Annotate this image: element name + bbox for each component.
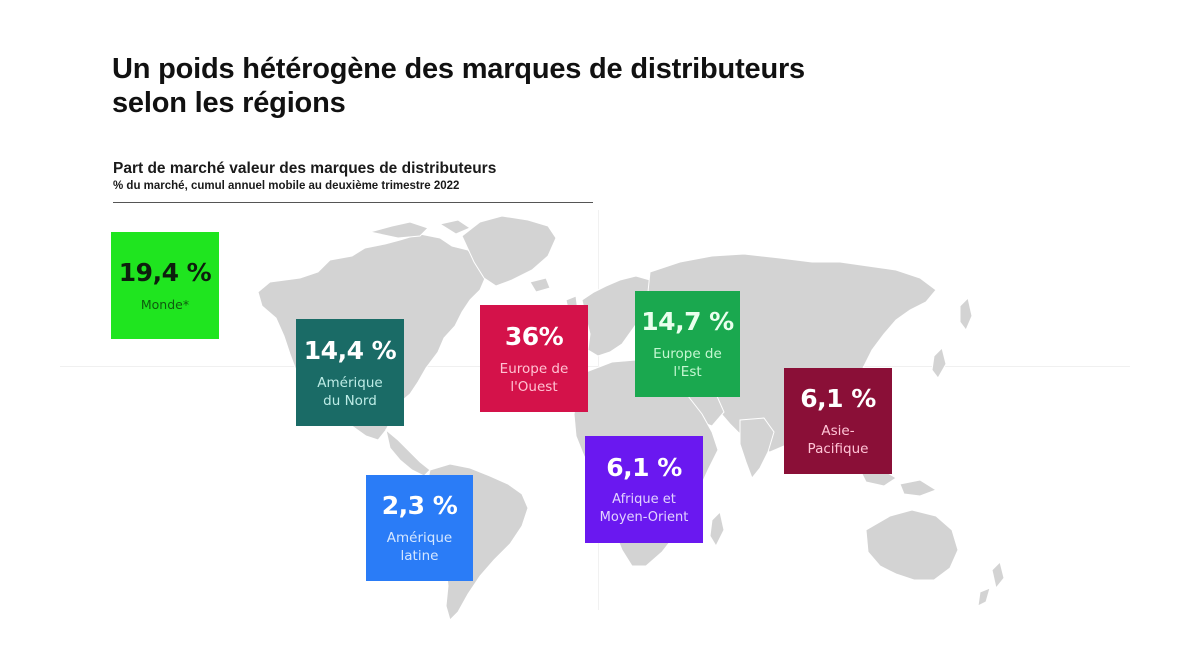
- region-value: 36%: [504, 321, 564, 351]
- region-label: Afrique et Moyen-Orient: [599, 491, 689, 525]
- title-line-2: selon les régions: [112, 87, 346, 119]
- central-america-shape: [385, 428, 431, 477]
- region-value: 19,4 %: [118, 257, 212, 287]
- australia-shape: [865, 509, 959, 581]
- greenland-shape: [461, 215, 557, 287]
- region-label: Monde*: [140, 296, 190, 312]
- region-label: Amérique latine: [386, 530, 453, 564]
- region-box-amerique-du-nord: 14,4 % Amérique du Nord: [296, 319, 404, 426]
- region-value: 14,7 %: [641, 307, 734, 336]
- region-label: Europe de l'Est: [653, 346, 722, 380]
- page-title: Un poids hétérogène des marques de distr…: [112, 52, 1012, 120]
- region-box-monde: 19,4 % Monde*: [111, 232, 219, 339]
- region-box-asie-pacifique: 6,1 % Asie- Pacifique: [784, 368, 892, 474]
- region-value: 6,1 %: [800, 384, 876, 413]
- region-value: 14,4 %: [303, 335, 397, 365]
- region-label: Asie- Pacifique: [807, 423, 869, 457]
- region-box-europe-est: 14,7 % Europe de l'Est: [635, 291, 740, 397]
- region-box-amerique-latine: 2,3 % Amérique latine: [366, 475, 473, 581]
- region-box-europe-ouest: 36% Europe de l'Ouest: [480, 305, 588, 412]
- chart-note: % du marché, cumul annuel mobile au deux…: [113, 180, 460, 192]
- india-shape: [739, 417, 775, 479]
- header-divider: [113, 202, 593, 203]
- guide-line-horizontal: [60, 366, 1130, 367]
- region-value: 6,1 %: [606, 452, 682, 482]
- region-value: 2,3 %: [381, 491, 458, 520]
- chart-subtitle: Part de marché valeur des marques de dis…: [113, 160, 497, 177]
- region-label: Amérique du Nord: [317, 374, 383, 409]
- title-line-1: Un poids hétérogène des marques de distr…: [112, 53, 805, 85]
- region-label: Europe de l'Ouest: [499, 360, 569, 395]
- region-box-afrique-moyen-orient: 6,1 % Afrique et Moyen-Orient: [585, 436, 703, 543]
